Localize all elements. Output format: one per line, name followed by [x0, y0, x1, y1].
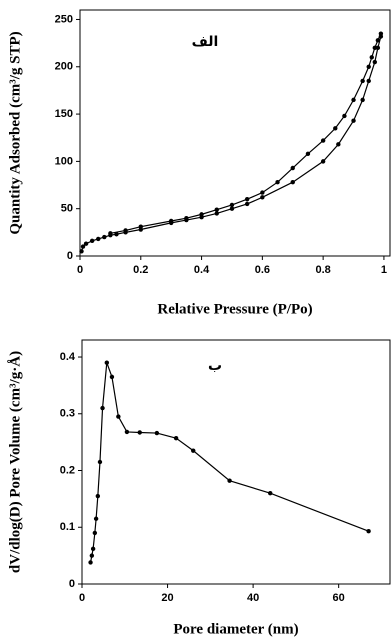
- y-tick-label: 150: [55, 108, 73, 120]
- data-point: [89, 553, 95, 558]
- data-point: [305, 151, 311, 157]
- x-tick-label: 60: [333, 592, 345, 604]
- data-point: [123, 228, 128, 233]
- data-point: [244, 201, 250, 207]
- data-point: [102, 234, 107, 240]
- y-tick-label: 0.4: [60, 351, 76, 363]
- data-point: [366, 64, 371, 69]
- y-tick-label: 250: [55, 13, 73, 25]
- y-tick-label: 0.1: [60, 521, 75, 533]
- y-tick-label: 0: [67, 250, 73, 262]
- data-point: [95, 493, 101, 499]
- x-axis-label: Relative Pressure (P/Po): [157, 301, 312, 317]
- data-point: [351, 118, 356, 123]
- data-point: [214, 207, 219, 212]
- data-line: [89, 362, 369, 563]
- x-tick-label: 1: [381, 264, 387, 276]
- data-point: [244, 197, 250, 202]
- data-point: [366, 529, 371, 534]
- x-tick-label: 40: [247, 592, 259, 604]
- data-point: [336, 142, 341, 147]
- x-tick-label: 20: [161, 592, 173, 604]
- data-point: [320, 138, 326, 143]
- data-point: [369, 55, 374, 60]
- data-point: [372, 45, 378, 51]
- data-point: [351, 97, 356, 103]
- plot-frame: [81, 339, 391, 585]
- data-point: [89, 238, 95, 244]
- data-point: [93, 516, 99, 521]
- data-point: [80, 244, 86, 249]
- data-point: [375, 45, 381, 51]
- data-point: [83, 241, 89, 246]
- data-point: [268, 491, 273, 496]
- x-tick-label: 0: [77, 264, 83, 276]
- data-point: [260, 190, 265, 195]
- data-point: [372, 59, 378, 65]
- data-point: [100, 405, 105, 411]
- y-axis-label: dV/dlog(D) Pore Volume (cm³/g·Å): [7, 351, 23, 573]
- x-tick-label: 0.4: [194, 264, 210, 276]
- y-tick-label: 0.2: [60, 464, 75, 476]
- x-tick-label: 0: [79, 592, 85, 604]
- data-point: [333, 126, 338, 131]
- data-point: [114, 232, 119, 237]
- y-axis-label: Quantity Adsorbed (cm³/g STP): [7, 31, 23, 234]
- data-point: [124, 429, 130, 435]
- x-tick-label: 0.2: [133, 264, 148, 276]
- data-point: [88, 560, 93, 565]
- data-point: [97, 459, 103, 465]
- data-point: [260, 195, 265, 200]
- data-point: [199, 212, 204, 217]
- data-point: [375, 38, 381, 43]
- y-tick-label: 50: [61, 203, 73, 215]
- data-point: [104, 360, 110, 365]
- data-point: [360, 78, 365, 84]
- data-point: [109, 374, 115, 380]
- data-point: [184, 215, 189, 221]
- data-point: [214, 211, 219, 216]
- data-point: [116, 414, 121, 419]
- data-point: [154, 430, 160, 436]
- data-point: [366, 78, 371, 84]
- data-point: [108, 231, 113, 236]
- annotation: الف: [192, 34, 219, 50]
- data-point: [378, 31, 384, 36]
- data-point: [173, 435, 179, 441]
- data-point: [290, 165, 295, 171]
- data-point: [229, 206, 235, 211]
- data-point: [92, 530, 98, 536]
- data-point: [90, 546, 96, 552]
- data-point: [227, 478, 232, 483]
- plot-frame: [79, 9, 391, 257]
- data-point: [137, 430, 142, 435]
- x-tick-label: 0.6: [255, 264, 270, 276]
- data-point: [229, 202, 235, 208]
- data-point: [342, 113, 347, 119]
- data-point: [96, 236, 101, 242]
- data-point: [275, 180, 280, 185]
- data-line: [80, 36, 382, 252]
- annotation: ب: [208, 358, 222, 374]
- data-point: [360, 97, 365, 103]
- y-tick-label: 200: [55, 61, 73, 73]
- x-axis-label: Pore diameter (nm): [173, 621, 298, 637]
- data-point: [290, 180, 295, 185]
- data-point: [191, 448, 196, 453]
- x-tick-label: 0.8: [315, 264, 330, 276]
- data-point: [320, 159, 326, 164]
- y-tick-label: 0: [69, 578, 75, 590]
- y-tick-label: 0.3: [60, 408, 75, 420]
- data-point: [168, 218, 174, 224]
- data-point: [79, 249, 84, 254]
- y-tick-label: 100: [55, 155, 73, 167]
- data-point: [138, 224, 143, 229]
